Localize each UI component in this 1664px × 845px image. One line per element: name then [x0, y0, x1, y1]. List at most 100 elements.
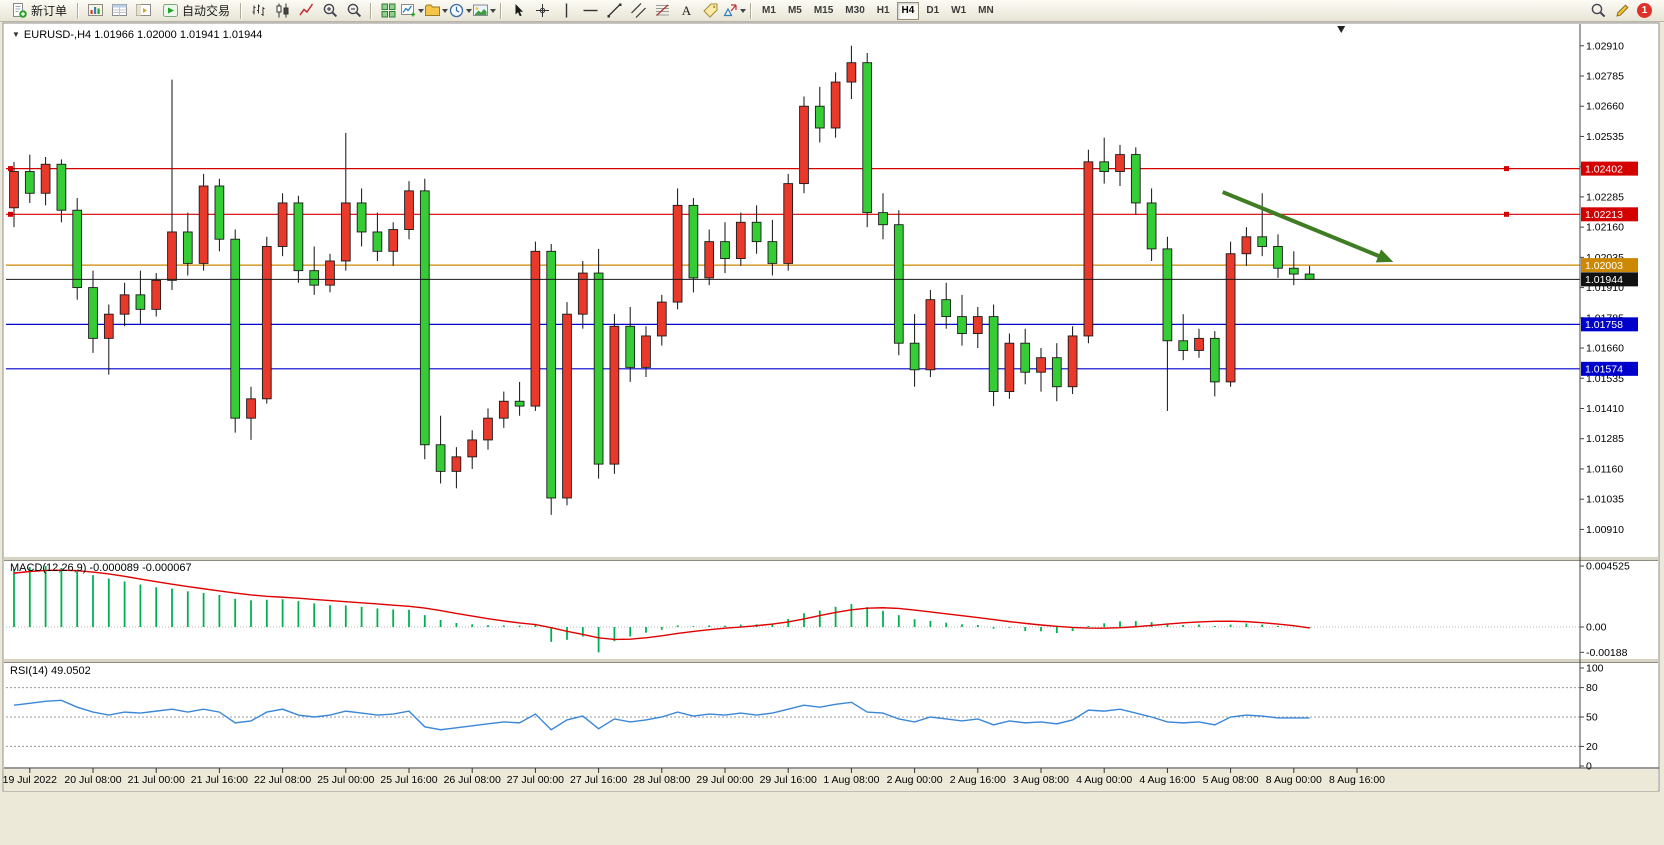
svg-text:1.01160: 1.01160 — [1586, 463, 1623, 475]
svg-text:21 Jul 00:00: 21 Jul 00:00 — [128, 774, 185, 786]
dropdown-caret-icon — [418, 8, 425, 13]
macd-layer — [13, 566, 1311, 653]
fibonacci-icon[interactable] — [650, 1, 674, 21]
price-axis[interactable]: 1.029101.027851.026601.025351.024101.022… — [1579, 24, 1638, 773]
dropdown-caret-icon — [740, 8, 747, 13]
svg-text:1.01574: 1.01574 — [1585, 364, 1623, 376]
svg-text:A: A — [681, 3, 691, 18]
svg-text:19 Jul 2022: 19 Jul 2022 — [3, 774, 57, 786]
line-chart-icon[interactable] — [294, 1, 318, 21]
auto-trading-label: 自动交易 — [182, 4, 231, 18]
svg-text:5 Aug 08:00: 5 Aug 08:00 — [1203, 774, 1259, 786]
timeframe-W1-button[interactable]: W1 — [946, 2, 971, 20]
timeframe-M15-button[interactable]: M15 — [809, 2, 838, 20]
svg-text:-0.00188: -0.00188 — [1586, 647, 1628, 659]
candlestick-icon[interactable] — [270, 1, 294, 21]
vertical-line-icon[interactable] — [554, 1, 578, 21]
timeframe-M5-button[interactable]: M5 — [783, 2, 807, 20]
dropdown-caret-icon — [490, 8, 497, 13]
symbol-ohlc-label: EURUSD-,H4 1.01966 1.02000 1.01941 1.019… — [23, 29, 263, 41]
svg-text:4 Aug 16:00: 4 Aug 16:00 — [1139, 774, 1195, 786]
symbol-dropdown-icon[interactable]: ▼ — [12, 30, 20, 39]
bar-chart-icon[interactable] — [246, 1, 270, 21]
new-order-button[interactable]: 新订单 — [4, 1, 73, 21]
svg-text:29 Jul 16:00: 29 Jul 16:00 — [760, 774, 817, 786]
profiles-icon[interactable] — [424, 1, 449, 21]
tile-windows-icon[interactable] — [376, 1, 400, 21]
zoom-icon-group — [318, 1, 366, 21]
svg-text:8 Aug 00:00: 8 Aug 00:00 — [1266, 774, 1322, 786]
timeframe-H4-button[interactable]: H4 — [896, 1, 920, 20]
rsi-layer — [6, 687, 1580, 747]
shapes-icon[interactable] — [722, 1, 747, 21]
notification-badge[interactable]: 1 — [1637, 3, 1652, 18]
market-watch-icon[interactable] — [83, 1, 107, 21]
auto-trading-icon — [161, 1, 179, 21]
data-window-icon[interactable] — [107, 1, 131, 21]
auto-trading-button[interactable]: 自动交易 — [155, 1, 236, 21]
macd-label: MACD(12,26,9) -0.000089 -0.000067 — [10, 562, 192, 574]
dropdown-caret-icon — [466, 8, 473, 13]
trendline-icon[interactable] — [602, 1, 626, 21]
text-icon[interactable]: A — [674, 1, 698, 21]
navigator-icon[interactable] — [131, 1, 155, 21]
timeframe-group: M1 M5 M15 M30 H1 H4 D1 W1 MN — [756, 1, 1000, 20]
panels-icon-group — [83, 1, 155, 21]
svg-text:1.02785: 1.02785 — [1586, 70, 1624, 82]
time-axis[interactable]: 19 Jul 2022 20 Jul 08:00 21 Jul 00:00 21 Ju… — [3, 767, 1659, 786]
new-chart-icon[interactable] — [400, 1, 425, 21]
new-order-label: 新订单 — [31, 4, 68, 18]
candles-layer — [9, 45, 1315, 515]
svg-text:1.02402: 1.02402 — [1585, 163, 1623, 175]
rsi-label: RSI(14) 49.0502 — [10, 665, 91, 677]
drawing-tools-group: A — [506, 1, 747, 21]
svg-text:20 Jul 08:00: 20 Jul 08:00 — [64, 774, 121, 786]
svg-text:1.01035: 1.01035 — [1586, 494, 1624, 506]
timeframe-H1-button[interactable]: H1 — [872, 2, 895, 20]
svg-text:27 Jul 00:00: 27 Jul 00:00 — [507, 774, 564, 786]
timeframe-MN-button[interactable]: MN — [973, 2, 999, 20]
timeframe-D1-button[interactable]: D1 — [921, 2, 944, 20]
svg-text:21 Jul 16:00: 21 Jul 16:00 — [191, 774, 248, 786]
timeframe-M30-button[interactable]: M30 — [840, 2, 869, 20]
toolbar: 新订单 自动交易 A M1 M5 M15 M30 H1 H4 D1 W1 MN 1 — [0, 0, 1664, 22]
svg-text:8 Aug 16:00: 8 Aug 16:00 — [1329, 774, 1385, 786]
zoom-in-icon[interactable] — [318, 1, 342, 21]
snapshot-icon[interactable] — [472, 1, 497, 21]
svg-text:1.02213: 1.02213 — [1585, 209, 1623, 221]
zoom-out-icon[interactable] — [342, 1, 366, 21]
dropdown-caret-icon — [442, 8, 449, 13]
horizontal-line-icon[interactable] — [578, 1, 602, 21]
svg-text:4 Aug 00:00: 4 Aug 00:00 — [1076, 774, 1132, 786]
svg-text:1.00910: 1.00910 — [1586, 524, 1624, 536]
clock-icon[interactable] — [448, 1, 473, 21]
toolbar-separator — [500, 2, 503, 19]
svg-text:0.00: 0.00 — [1586, 622, 1607, 634]
trend-arrow-annotation[interactable] — [1221, 190, 1394, 263]
right-icon-group — [1586, 1, 1634, 21]
svg-text:1.02660: 1.02660 — [1586, 101, 1624, 113]
svg-text:25 Jul 16:00: 25 Jul 16:00 — [380, 774, 437, 786]
search-icon[interactable] — [1586, 1, 1610, 21]
chart-type-icon-group — [246, 1, 318, 21]
svg-text:26 Jul 08:00: 26 Jul 08:00 — [444, 774, 501, 786]
shift-marker-icon — [1337, 26, 1346, 33]
svg-text:1 Aug 08:00: 1 Aug 08:00 — [823, 774, 879, 786]
svg-text:28 Jul 08:00: 28 Jul 08:00 — [633, 774, 690, 786]
channel-icon[interactable] — [626, 1, 650, 21]
crosshair-icon[interactable] — [530, 1, 554, 21]
timeframe-M1-button[interactable]: M1 — [757, 2, 781, 20]
label-icon[interactable] — [698, 1, 722, 21]
cursor-icon[interactable] — [506, 1, 530, 21]
svg-text:1.02285: 1.02285 — [1586, 191, 1624, 203]
toolbar-separator — [240, 2, 243, 19]
svg-text:100: 100 — [1586, 663, 1604, 675]
svg-text:1.01758: 1.01758 — [1585, 319, 1623, 331]
svg-text:1.01285: 1.01285 — [1586, 433, 1624, 445]
chart-header: ▼ EURUSD-,H4 1.01966 1.02000 1.01941 1.01… — [12, 29, 262, 41]
svg-text:2 Aug 16:00: 2 Aug 16:00 — [950, 774, 1006, 786]
pencil-icon[interactable] — [1610, 1, 1634, 21]
svg-text:1.02003: 1.02003 — [1585, 260, 1623, 272]
